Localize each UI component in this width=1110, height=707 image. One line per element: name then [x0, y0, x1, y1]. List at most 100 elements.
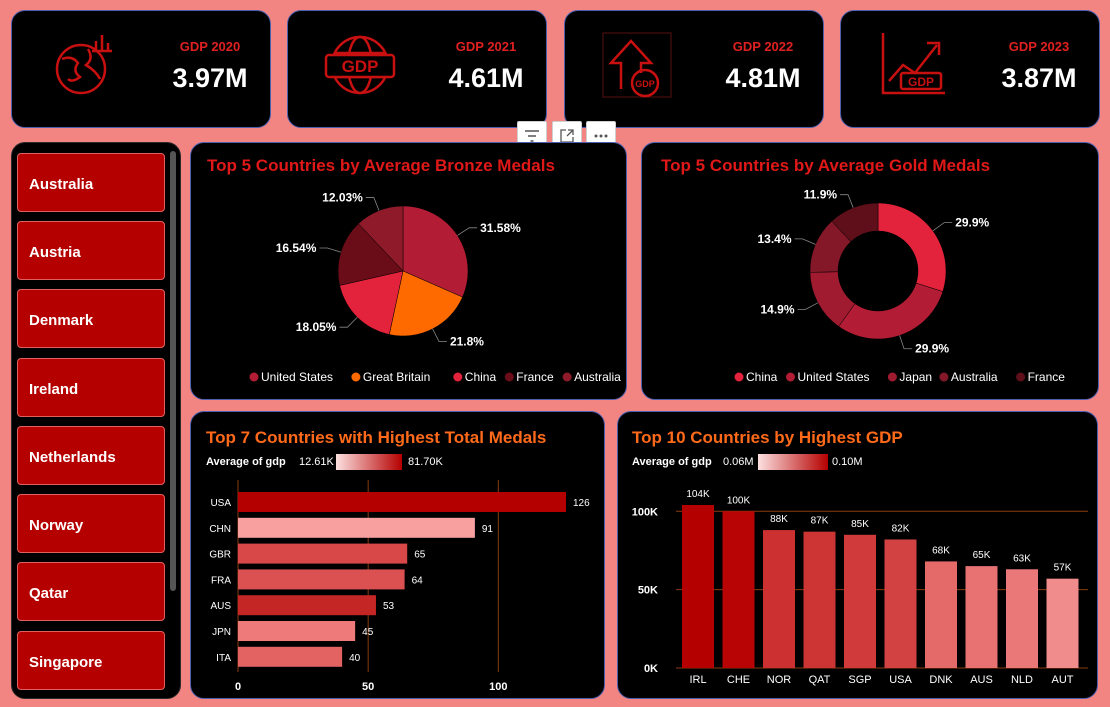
slice-france[interactable] — [337, 223, 404, 286]
x-tick-label: NOR — [767, 674, 792, 686]
y-tick-label: AUS — [210, 601, 231, 612]
kpi-title: GDP 2020 — [179, 39, 241, 54]
slice-china[interactable] — [877, 202, 947, 292]
data-label: 29.9% — [955, 216, 989, 230]
legend-item[interactable]: Australia — [574, 370, 621, 384]
kpi-value: 3.87M — [1001, 63, 1077, 93]
legend-marker — [504, 372, 514, 382]
kpi-value: 4.81M — [725, 63, 801, 93]
x-tick-label: CHE — [727, 674, 750, 686]
data-label: 63K — [1013, 553, 1031, 564]
slice-france[interactable] — [831, 202, 879, 243]
leader-line — [797, 302, 819, 310]
y-tick-label: CHN — [209, 524, 231, 535]
data-label: 31.58% — [480, 221, 521, 235]
legend-max: 81.70K — [408, 456, 444, 468]
filter-icon — [525, 130, 539, 142]
leader-line — [365, 197, 380, 211]
bar-aut[interactable] — [1046, 578, 1079, 668]
slicer-item-denmark[interactable]: Denmark — [17, 289, 165, 348]
data-label: 13.4% — [758, 232, 792, 246]
bar-usa[interactable] — [238, 492, 566, 512]
slicer-scrollbar[interactable] — [170, 151, 176, 591]
leader-line — [899, 335, 913, 350]
leader-line — [794, 238, 816, 245]
gdp-trend-chart-icon: GDP — [881, 33, 945, 95]
chart-top-gdp-bar[interactable]: Top 10 Countries by Highest GDP Average … — [617, 411, 1098, 699]
data-label: 11.9% — [804, 188, 838, 202]
legend-min: 12.61K — [299, 456, 335, 468]
data-label: 91 — [482, 524, 494, 535]
slicer-item-norway[interactable]: Norway — [17, 494, 165, 553]
slice-united-states[interactable] — [838, 282, 944, 340]
kpi-title: GDP 2022 — [732, 39, 794, 54]
legend-title: Average of gdp — [206, 456, 286, 468]
x-tick-label: QAT — [809, 674, 831, 686]
bar-ita[interactable] — [238, 646, 343, 667]
bar-qat[interactable] — [803, 531, 836, 668]
legend-item[interactable]: United States — [261, 370, 333, 384]
chart-total-medals-bar[interactable]: Top 7 Countries with Highest Total Medal… — [190, 411, 605, 699]
leader-line — [840, 194, 854, 208]
data-label: 14.9% — [761, 302, 795, 316]
kpi-title: GDP 2023 — [1008, 39, 1070, 54]
bar-che[interactable] — [722, 511, 755, 668]
chart-gold-donut[interactable]: Top 5 Countries by Average Gold Medals 2… — [641, 142, 1099, 400]
legend-item[interactable]: France — [516, 370, 554, 384]
kpi-card-gdp-2023: GDP GDP 2023 3.87M — [840, 10, 1100, 128]
x-tick-label: 50 — [362, 681, 374, 693]
svg-text:GDP: GDP — [342, 57, 379, 76]
bar-irl[interactable] — [682, 505, 714, 668]
legend-item[interactable]: France — [1028, 370, 1066, 384]
bar-chart: Average of gdp 12.61K 81.70K 0 50 100 USA 126 CH… — [206, 454, 590, 693]
leader-line — [932, 222, 953, 232]
pie-chart: 31.58% 21.8% 18.05% 16.54% 12.03% United Stat… — [249, 191, 621, 384]
bar-jpn[interactable] — [238, 621, 356, 641]
slicer-item-austria[interactable]: Austria — [17, 221, 165, 280]
legend-item[interactable]: China — [465, 370, 497, 384]
slice-china[interactable] — [339, 270, 404, 335]
legend-item[interactable]: Australia — [951, 370, 998, 384]
kpi-card-gdp-2021: GDP GDP 2021 4.61M — [287, 10, 547, 128]
y-tick-label: 50K — [638, 585, 658, 597]
bar-sgp[interactable] — [844, 534, 876, 668]
bar-nld[interactable] — [1006, 569, 1038, 668]
y-tick-label: GBR — [209, 550, 231, 561]
y-tick-label: JPN — [212, 627, 231, 638]
slicer-item-australia[interactable]: Australia — [17, 153, 165, 212]
bar-aus[interactable] — [965, 566, 998, 668]
legend-item[interactable]: United States — [798, 370, 870, 384]
slicer-item-netherlands[interactable]: Netherlands — [17, 426, 165, 485]
gdp-growth-arrow-icon: GDP — [602, 32, 672, 98]
kpi-value: 3.97M — [172, 63, 248, 93]
bar-nor[interactable] — [763, 530, 795, 668]
data-label: 40 — [349, 653, 361, 664]
x-tick-label: NLD — [1011, 674, 1033, 686]
data-label: 65 — [414, 550, 426, 561]
bar-usa[interactable] — [884, 539, 917, 668]
chart-bronze-pie[interactable]: Top 5 Countries by Average Bronze Medals… — [190, 142, 627, 400]
bar-gbr[interactable] — [238, 543, 408, 564]
x-tick-label: 100 — [489, 681, 507, 693]
data-label: 16.54% — [276, 241, 317, 255]
legend-item[interactable]: Japan — [899, 370, 932, 384]
bar-aus[interactable] — [238, 595, 376, 616]
legend-marker — [887, 372, 897, 382]
slicer-item-qatar[interactable]: Qatar — [17, 562, 165, 621]
legend-marker — [453, 372, 463, 382]
legend-item[interactable]: Great Britain — [363, 370, 430, 384]
data-label: 104K — [686, 489, 710, 500]
data-label: 18.05% — [296, 320, 337, 334]
bar-chn[interactable] — [238, 517, 475, 538]
bar-fra[interactable] — [238, 569, 405, 590]
more-options-icon — [594, 134, 608, 138]
data-label: 12.03% — [322, 191, 363, 205]
svg-text:GDP: GDP — [635, 79, 655, 89]
legend-item[interactable]: China — [746, 370, 778, 384]
leader-line — [432, 328, 447, 342]
chart-title: Top 10 Countries by Highest GDP — [632, 428, 903, 447]
slicer-item-ireland[interactable]: Ireland — [17, 358, 165, 417]
slicer-item-singapore[interactable]: Singapore — [17, 631, 165, 690]
bar-dnk[interactable] — [925, 561, 957, 668]
data-label: 85K — [851, 519, 869, 530]
